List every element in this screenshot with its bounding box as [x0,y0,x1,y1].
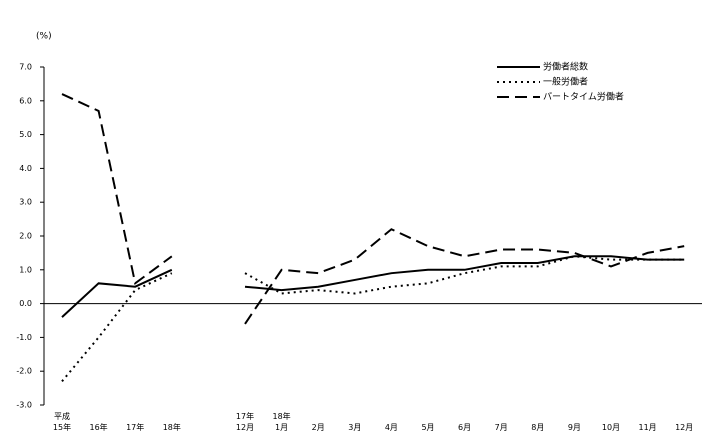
y-tick-label: -3.0 [16,401,32,410]
y-tick-label: 4.0 [19,164,32,173]
x-tick-label: 16年 [90,422,108,432]
x-tick-label: 2月 [312,423,325,432]
y-tick-label: 1.0 [19,265,32,274]
x-tick-label: 10月 [602,423,620,432]
x-tick-label: 8月 [531,423,544,432]
legend-label: 労働者総数 [543,61,588,73]
y-tick-label: 5.0 [19,130,32,139]
x-tick-label: 平成 15年 [53,411,71,432]
x-tick-label: 12月 [675,423,693,432]
y-tick-label: 0.0 [19,299,32,308]
series-line [61,93,173,286]
x-tick-label: 5月 [421,423,434,432]
x-tick-label: 18年 [163,422,181,432]
series-line [244,255,685,292]
x-tick-label: 7月 [495,423,508,432]
x-tick-label: 6月 [458,423,471,432]
series-line [61,272,173,382]
y-tick-label: -1.0 [16,333,32,342]
x-tick-label: 9月 [568,423,581,432]
y-axis-label: (%) [36,32,52,42]
series-line [244,255,685,295]
series-line [244,228,685,325]
y-tick-label: 3.0 [19,198,32,207]
x-tick-label: 4月 [385,423,398,432]
x-tick-label: 3月 [348,423,361,432]
x-tick-label: 17年 [126,422,144,432]
series-line [61,268,173,318]
y-tick-label: 2.0 [19,232,32,241]
x-tick-label: 18年 1月 [273,411,291,432]
x-tick-label: 17年 12月 [236,411,254,432]
y-tick-label: 6.0 [19,96,32,105]
legend-label: パートタイム労働者 [543,91,624,103]
y-tick-label: -2.0 [16,367,32,376]
x-tick-label: 11月 [639,423,657,432]
y-tick-label: 7.0 [19,63,32,72]
legend-label: 一般労働者 [543,76,588,88]
